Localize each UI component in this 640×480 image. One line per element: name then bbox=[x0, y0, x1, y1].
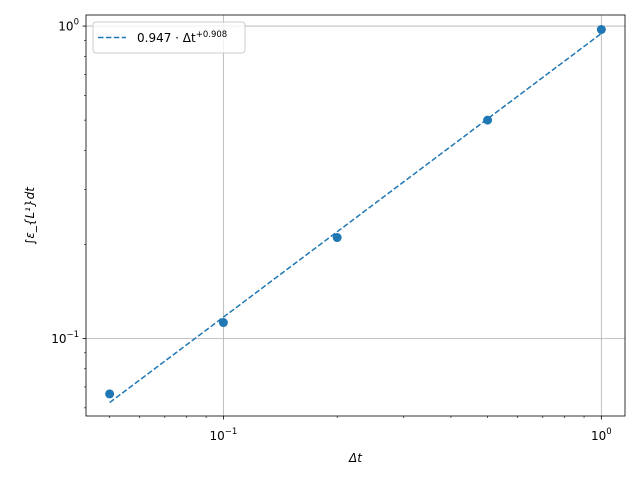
data-point bbox=[596, 25, 606, 35]
x-tick-labels: 10−1 100 bbox=[209, 427, 611, 443]
y-tick-label-base: 10 bbox=[51, 332, 66, 346]
y-tick-label-base: 10 bbox=[58, 20, 73, 34]
legend-label: 0.947 · Δt+0.908 bbox=[137, 30, 227, 45]
data-point bbox=[218, 318, 228, 328]
x-tick-label-base: 10 bbox=[209, 429, 224, 443]
y-tick-label-exponent: 0 bbox=[74, 18, 79, 28]
y-axis-label: ∫ε_{L¹}dt bbox=[23, 186, 37, 245]
x-tick-label-exponent: −1 bbox=[225, 427, 238, 437]
major-ticks bbox=[82, 25, 602, 420]
legend-label-prefix: 0.947 · Δt bbox=[137, 31, 196, 45]
x-tick-label-base: 10 bbox=[591, 429, 606, 443]
x-tick-label: 100 bbox=[591, 427, 612, 443]
data-point bbox=[332, 233, 342, 243]
data-points bbox=[105, 25, 606, 399]
x-tick-label-exponent: 0 bbox=[606, 427, 611, 437]
legend-label-exponent: +0.908 bbox=[196, 30, 227, 40]
plot-frame bbox=[85, 14, 626, 417]
x-tick-label: 10−1 bbox=[209, 427, 237, 443]
legend-box bbox=[92, 21, 246, 54]
data-point bbox=[483, 115, 493, 125]
data-point bbox=[105, 389, 115, 399]
y-tick-label-exponent: −1 bbox=[66, 330, 79, 340]
y-tick-label: 100 bbox=[58, 18, 79, 34]
y-tick-label: 10−1 bbox=[51, 330, 79, 346]
legend: 0.947 · Δt+0.908 bbox=[92, 21, 246, 54]
x-axis-label: Δt bbox=[348, 451, 363, 465]
